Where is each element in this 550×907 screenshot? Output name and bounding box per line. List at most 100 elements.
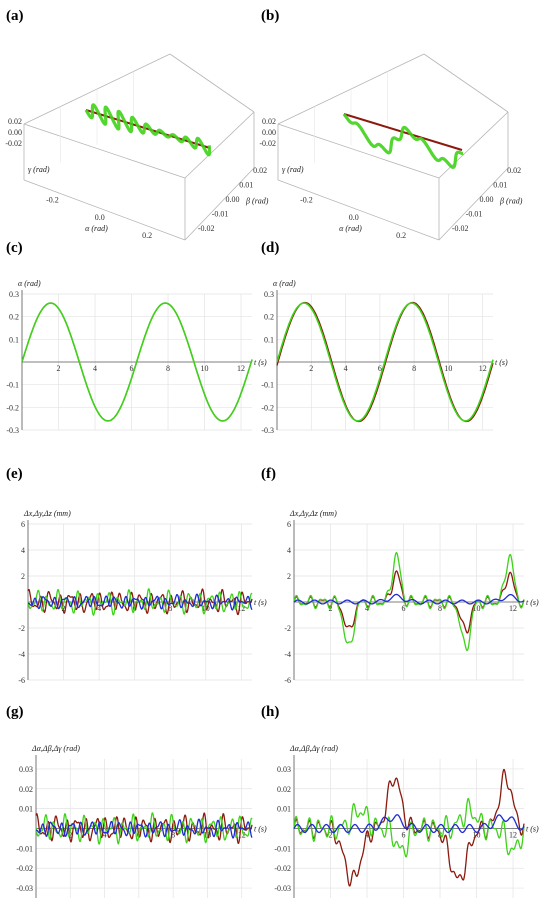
x-tick-label-e-5: 12: [237, 604, 245, 613]
box-edge-a-8: [23, 179, 186, 241]
series-blue-e: [27, 593, 253, 611]
y-tick-label-b-0: 0.02: [507, 166, 521, 175]
x-tick-label-d-0: 2: [309, 364, 313, 373]
x-axis-label-f: t (s): [526, 598, 539, 607]
z-tick-label-b-1: 0.00: [262, 128, 276, 137]
panel-label-f: (f): [261, 466, 276, 482]
x-tick-label-a-1: 0.0: [95, 213, 105, 222]
series-green-d: [276, 302, 494, 422]
y-tick-label-d-1: 0.2: [264, 313, 274, 322]
x-axis-label-a: α (rad): [85, 224, 108, 233]
y-tick-label-f-2: 2: [287, 572, 291, 581]
z-axis-label-b: γ (rad): [282, 165, 304, 174]
y-axis-label-c: α (rad): [18, 279, 41, 288]
y-tick-label-d-3: -0.1: [261, 381, 274, 390]
y-tick-label-a-2: 0.00: [226, 195, 240, 204]
y-axis-label-g: Δα,Δβ,Δγ (rad): [31, 744, 80, 753]
y-tick-label-h-5: -0.03: [274, 884, 291, 893]
y-tick-label-h-1: 0.02: [277, 785, 291, 794]
y-tick-label-h-4: -0.02: [274, 864, 291, 873]
y-tick-label-h-0: 0.03: [277, 765, 291, 774]
box-edge-a-9: [184, 167, 255, 241]
trajectory-green-b: [342, 113, 465, 169]
y-tick-label-d-4: -0.2: [261, 403, 274, 412]
x-tick-label-h-5: 12: [509, 831, 517, 840]
x-tick-label-e-3: 8: [168, 604, 172, 613]
y-tick-label-d-5: -0.3: [261, 426, 274, 435]
y-axis-label-a: β (rad): [245, 197, 269, 206]
y-tick-label-e-1: 4: [21, 546, 25, 555]
y-tick-label-g-4: -0.02: [16, 864, 33, 873]
y-axis-label-f: Δx,Δy,Δz (mm): [289, 509, 337, 518]
x-axis-label-e: t (s): [254, 598, 267, 607]
box-edge-a-4: [23, 123, 186, 179]
y-tick-label-e-4: -4: [18, 650, 25, 659]
z-tick-label-b-2: -0.02: [259, 139, 276, 148]
y-tick-label-e-3: -2: [18, 624, 25, 633]
z-tick-label-a-0: 0.02: [8, 117, 22, 126]
series-green-h: [293, 797, 525, 858]
y-tick-label-f-3: -2: [284, 624, 291, 633]
x-tick-label-c-4: 10: [201, 364, 209, 373]
y-tick-label-b-4: -0.02: [452, 224, 469, 233]
y-tick-label-c-1: 0.2: [9, 313, 19, 322]
panel-label-e: (e): [6, 466, 23, 482]
x-axis-label-g: t (s): [254, 825, 267, 834]
x-tick-label-f-2: 6: [402, 604, 406, 613]
y-tick-label-b-3: -0.01: [466, 209, 483, 218]
panel-label-c: (c): [6, 240, 23, 256]
x-tick-label-h-2: 6: [402, 831, 406, 840]
panel-label-d: (d): [261, 240, 280, 256]
y-tick-label-f-4: -4: [284, 650, 291, 659]
x-axis-label-d: t (s): [495, 358, 508, 367]
y-tick-label-d-2: 0.1: [264, 335, 274, 344]
x-tick-label-e-1: 4: [97, 604, 101, 613]
y-tick-label-g-5: -0.03: [16, 884, 33, 893]
z-tick-label-a-1: 0.00: [8, 128, 22, 137]
x-tick-label-c-1: 4: [93, 364, 97, 373]
y-tick-label-a-1: 0.01: [239, 181, 253, 190]
x-tick-label-f-3: 8: [438, 604, 442, 613]
x-tick-label-d-5: 12: [479, 364, 487, 373]
box-edge-b-8: [277, 179, 440, 241]
box-edge-b-2: [423, 53, 509, 113]
series-green-c: [21, 302, 253, 422]
series-blue-g: [35, 818, 253, 839]
y-tick-label-c-4: -0.2: [6, 403, 19, 412]
y-tick-label-b-2: 0.00: [480, 195, 494, 204]
x-tick-label-f-5: 12: [509, 604, 517, 613]
x-tick-label-a-0: -0.2: [46, 196, 59, 205]
x-tick-label-c-2: 6: [130, 364, 134, 373]
series-blue-f: [293, 593, 525, 605]
x-tick-label-f-4: 10: [473, 604, 481, 613]
x-tick-label-g-5: 12: [238, 831, 246, 840]
panel-label-h: (h): [261, 704, 280, 720]
x-tick-label-g-1: 4: [103, 831, 107, 840]
x-axis-label-b: α (rad): [339, 224, 362, 233]
y-tick-label-c-3: -0.1: [6, 381, 19, 390]
y-tick-label-f-0: 6: [287, 520, 291, 529]
box-edge-a-2: [169, 53, 255, 113]
y-axis-label-d: α (rad): [273, 279, 296, 288]
x-axis-label-c: t (s): [254, 358, 267, 367]
y-tick-label-b-1: 0.01: [493, 181, 507, 190]
x-tick-label-b-1: 0.0: [349, 213, 359, 222]
trajectory-green-a: [84, 103, 212, 157]
x-tick-label-d-2: 6: [378, 364, 382, 373]
y-tick-label-g-0: 0.03: [19, 765, 33, 774]
y-axis-label-e: Δx,Δy,Δz (mm): [23, 509, 71, 518]
y-tick-label-c-2: 0.1: [9, 335, 19, 344]
y-axis-label-h: Δα,Δβ,Δγ (rad): [289, 744, 338, 753]
x-tick-label-d-3: 8: [412, 364, 416, 373]
x-tick-label-b-2: 0.2: [396, 231, 406, 240]
x-tick-label-g-3: 8: [171, 831, 175, 840]
y-tick-label-f-1: 4: [287, 546, 291, 555]
z-tick-label-a-2: -0.02: [5, 139, 22, 148]
x-tick-label-d-4: 10: [444, 364, 452, 373]
